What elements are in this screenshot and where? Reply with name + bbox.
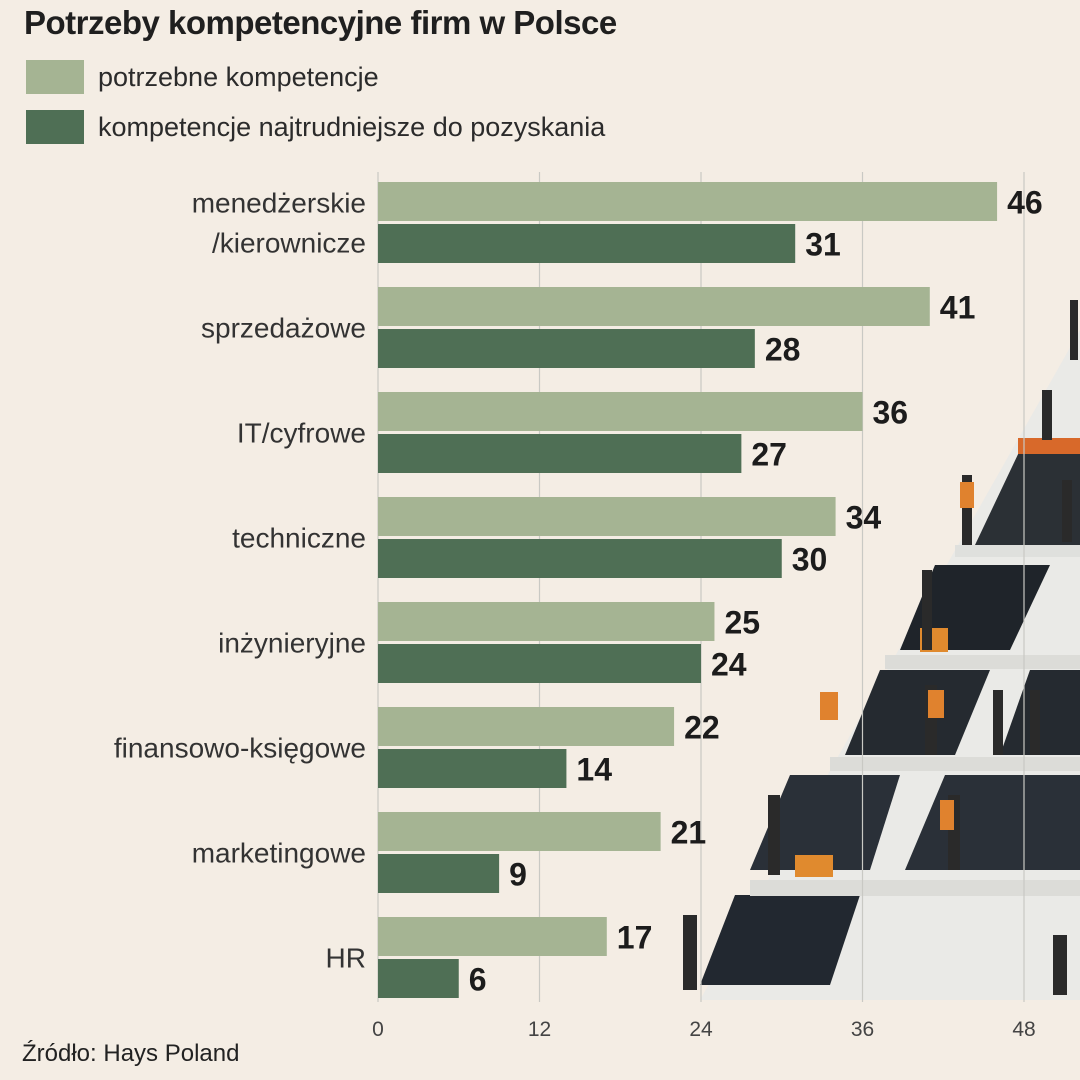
x-tick-label: 12	[528, 1018, 551, 1041]
bar-najtrudniejsze	[378, 224, 796, 263]
data-label: 24	[711, 647, 747, 683]
data-label: 25	[724, 605, 760, 641]
chart-title: Potrzeby kompetencyjne firm w Polsce	[24, 4, 617, 41]
bar-najtrudniejsze	[378, 434, 742, 473]
office-pyramid-illustration	[683, 300, 1080, 1000]
data-label: 34	[846, 500, 882, 536]
x-tick-label: 48	[1012, 1018, 1035, 1041]
bar-najtrudniejsze	[378, 644, 701, 683]
source-note: Źródło: Hays Poland	[22, 1040, 240, 1067]
category-label: techniczne	[232, 523, 366, 554]
bar-najtrudniejsze	[378, 854, 500, 893]
category-label: /kierownicze	[212, 228, 366, 259]
bar-potrzebne	[378, 602, 715, 641]
data-label: 9	[509, 857, 527, 893]
data-label: 46	[1007, 185, 1043, 221]
category-label: finansowo-księgowe	[114, 733, 366, 764]
bar-potrzebne	[378, 392, 863, 431]
bar-potrzebne	[378, 707, 675, 746]
data-label: 14	[576, 752, 612, 788]
bar-najtrudniejsze	[378, 539, 782, 578]
x-tick-label: 0	[372, 1018, 384, 1041]
category-label: marketingowe	[192, 838, 366, 869]
data-label: 6	[469, 962, 487, 998]
legend-swatch-light	[26, 60, 84, 94]
category-label: HR	[326, 943, 366, 974]
bar-potrzebne	[378, 287, 930, 326]
data-label: 30	[792, 542, 828, 578]
legend-item-potrzebne: potrzebne kompetencje	[26, 58, 379, 96]
bar-potrzebne	[378, 182, 998, 221]
data-label: 22	[684, 710, 720, 746]
legend-label: potrzebne kompetencje	[98, 61, 379, 92]
legend-swatch-dark	[26, 110, 84, 144]
bar-potrzebne	[378, 812, 661, 851]
bar-najtrudniejsze	[378, 749, 567, 788]
data-label: 41	[940, 290, 976, 326]
bar-najtrudniejsze	[378, 329, 755, 368]
legend-label: kompetencje najtrudniejsze do pozyskania	[98, 111, 606, 142]
data-label: 31	[805, 227, 841, 263]
x-tick-label: 36	[851, 1018, 874, 1041]
category-label: sprzedażowe	[201, 313, 366, 344]
x-tick-label: 24	[689, 1018, 713, 1041]
legend-item-najtrudniejsze: kompetencje najtrudniejsze do pozyskania	[26, 108, 605, 146]
data-label: 28	[765, 332, 801, 368]
data-label: 36	[873, 395, 909, 431]
data-label: 17	[617, 920, 653, 956]
bar-najtrudniejsze	[378, 959, 459, 998]
category-label: IT/cyfrowe	[237, 418, 366, 449]
data-label: 27	[751, 437, 787, 473]
bar-potrzebne	[378, 497, 836, 536]
bar-potrzebne	[378, 917, 607, 956]
category-label: inżynieryjne	[218, 628, 366, 659]
data-label: 21	[671, 815, 707, 851]
category-label: menedżerskie	[192, 188, 366, 219]
